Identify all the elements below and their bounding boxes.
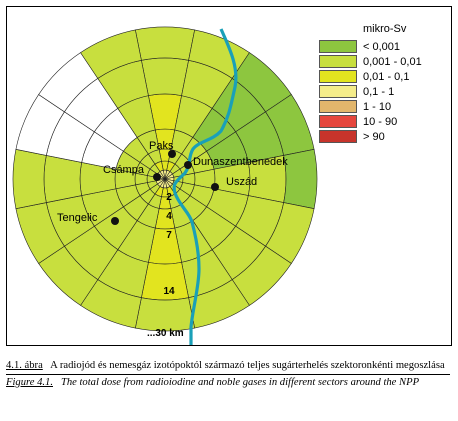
legend-item: 1 - 10	[319, 99, 445, 114]
dose-sector	[134, 26, 196, 61]
legend-title: mikro-Sv	[363, 23, 407, 35]
caption-divider	[6, 373, 450, 375]
legend-item: < 0,001	[319, 39, 445, 54]
legend-item: 0,001 - 0,01	[319, 54, 445, 69]
settlement-label: Csámpa	[103, 164, 145, 176]
legend-label: 0,1 - 1	[363, 85, 395, 98]
settlement-label: Tengelic	[57, 212, 98, 224]
legend-label: < 0,001	[363, 40, 401, 53]
legend-label: > 90	[363, 130, 385, 143]
legend-label: 10 - 90	[363, 115, 398, 128]
caption-english-label: Figure 4.1.	[6, 376, 53, 388]
caption-hungarian-label: 4.1. ábra	[6, 360, 43, 371]
ring-distance-label: 4	[166, 211, 172, 222]
ring-distance-label: 14	[163, 286, 175, 297]
legend-swatch	[319, 130, 357, 143]
figure-caption: 4.1. ábra A radiojód és nemesgáz izotópo…	[6, 360, 450, 389]
legend-swatch	[319, 85, 357, 98]
dose-sector	[80, 29, 142, 79]
ring-distance-label: 2	[166, 192, 172, 203]
dose-sector	[283, 148, 318, 210]
legend-item: 0,01 - 0,1	[319, 69, 445, 84]
settlement-marker	[184, 161, 192, 169]
legend-swatch	[319, 115, 357, 128]
legend-label: 0,01 - 0,1	[363, 70, 410, 83]
settlement-label: Dunaszentbenedek	[193, 156, 288, 168]
settlement-marker	[168, 150, 176, 158]
legend-swatch	[319, 70, 357, 83]
settlement-marker	[153, 173, 161, 181]
caption-english-text: The total dose from radioiodine and nobl…	[60, 376, 420, 388]
settlement-label: Uszád	[226, 176, 257, 188]
legend-item: 10 - 90	[319, 114, 445, 129]
legend-swatch	[319, 100, 357, 113]
ring-distance-label: 7	[166, 230, 172, 241]
dose-sector	[134, 297, 196, 332]
legend: mikro-Sv < 0,001 0,001 - 0,01 0,01 - 0,1 0,…	[319, 23, 445, 144]
settlement-marker	[111, 217, 119, 225]
caption-english: Figure 4.1. The total dose from radioiod…	[6, 377, 450, 390]
legend-item: > 90	[319, 129, 445, 144]
legend-swatch	[319, 40, 357, 53]
dose-sector	[43, 155, 82, 203]
outer-distance-label: ...30 km	[147, 328, 184, 339]
legend-item: 0,1 - 1	[319, 84, 445, 99]
map-figure: Paks Dunaszentbenedek Csámpa Uszád Tengelic 2…	[6, 6, 452, 346]
danube-river	[172, 28, 238, 345]
sector-dose-map: Paks Dunaszentbenedek Csámpa Uszád Tengelic 2…	[12, 26, 318, 345]
dose-sector	[12, 148, 47, 210]
settlement-marker	[211, 183, 219, 191]
dose-sector	[141, 57, 189, 96]
caption-hungarian: 4.1. ábra A radiojód és nemesgáz izotópo…	[6, 360, 450, 373]
settlement-label: Paks	[149, 140, 174, 152]
legend-label: 0,001 - 0,01	[363, 55, 422, 68]
caption-hungarian-text: A radiojód és nemesgáz izotópoktól szárm…	[50, 360, 445, 371]
legend-label: 1 - 10	[363, 100, 392, 113]
legend-swatch	[319, 55, 357, 68]
